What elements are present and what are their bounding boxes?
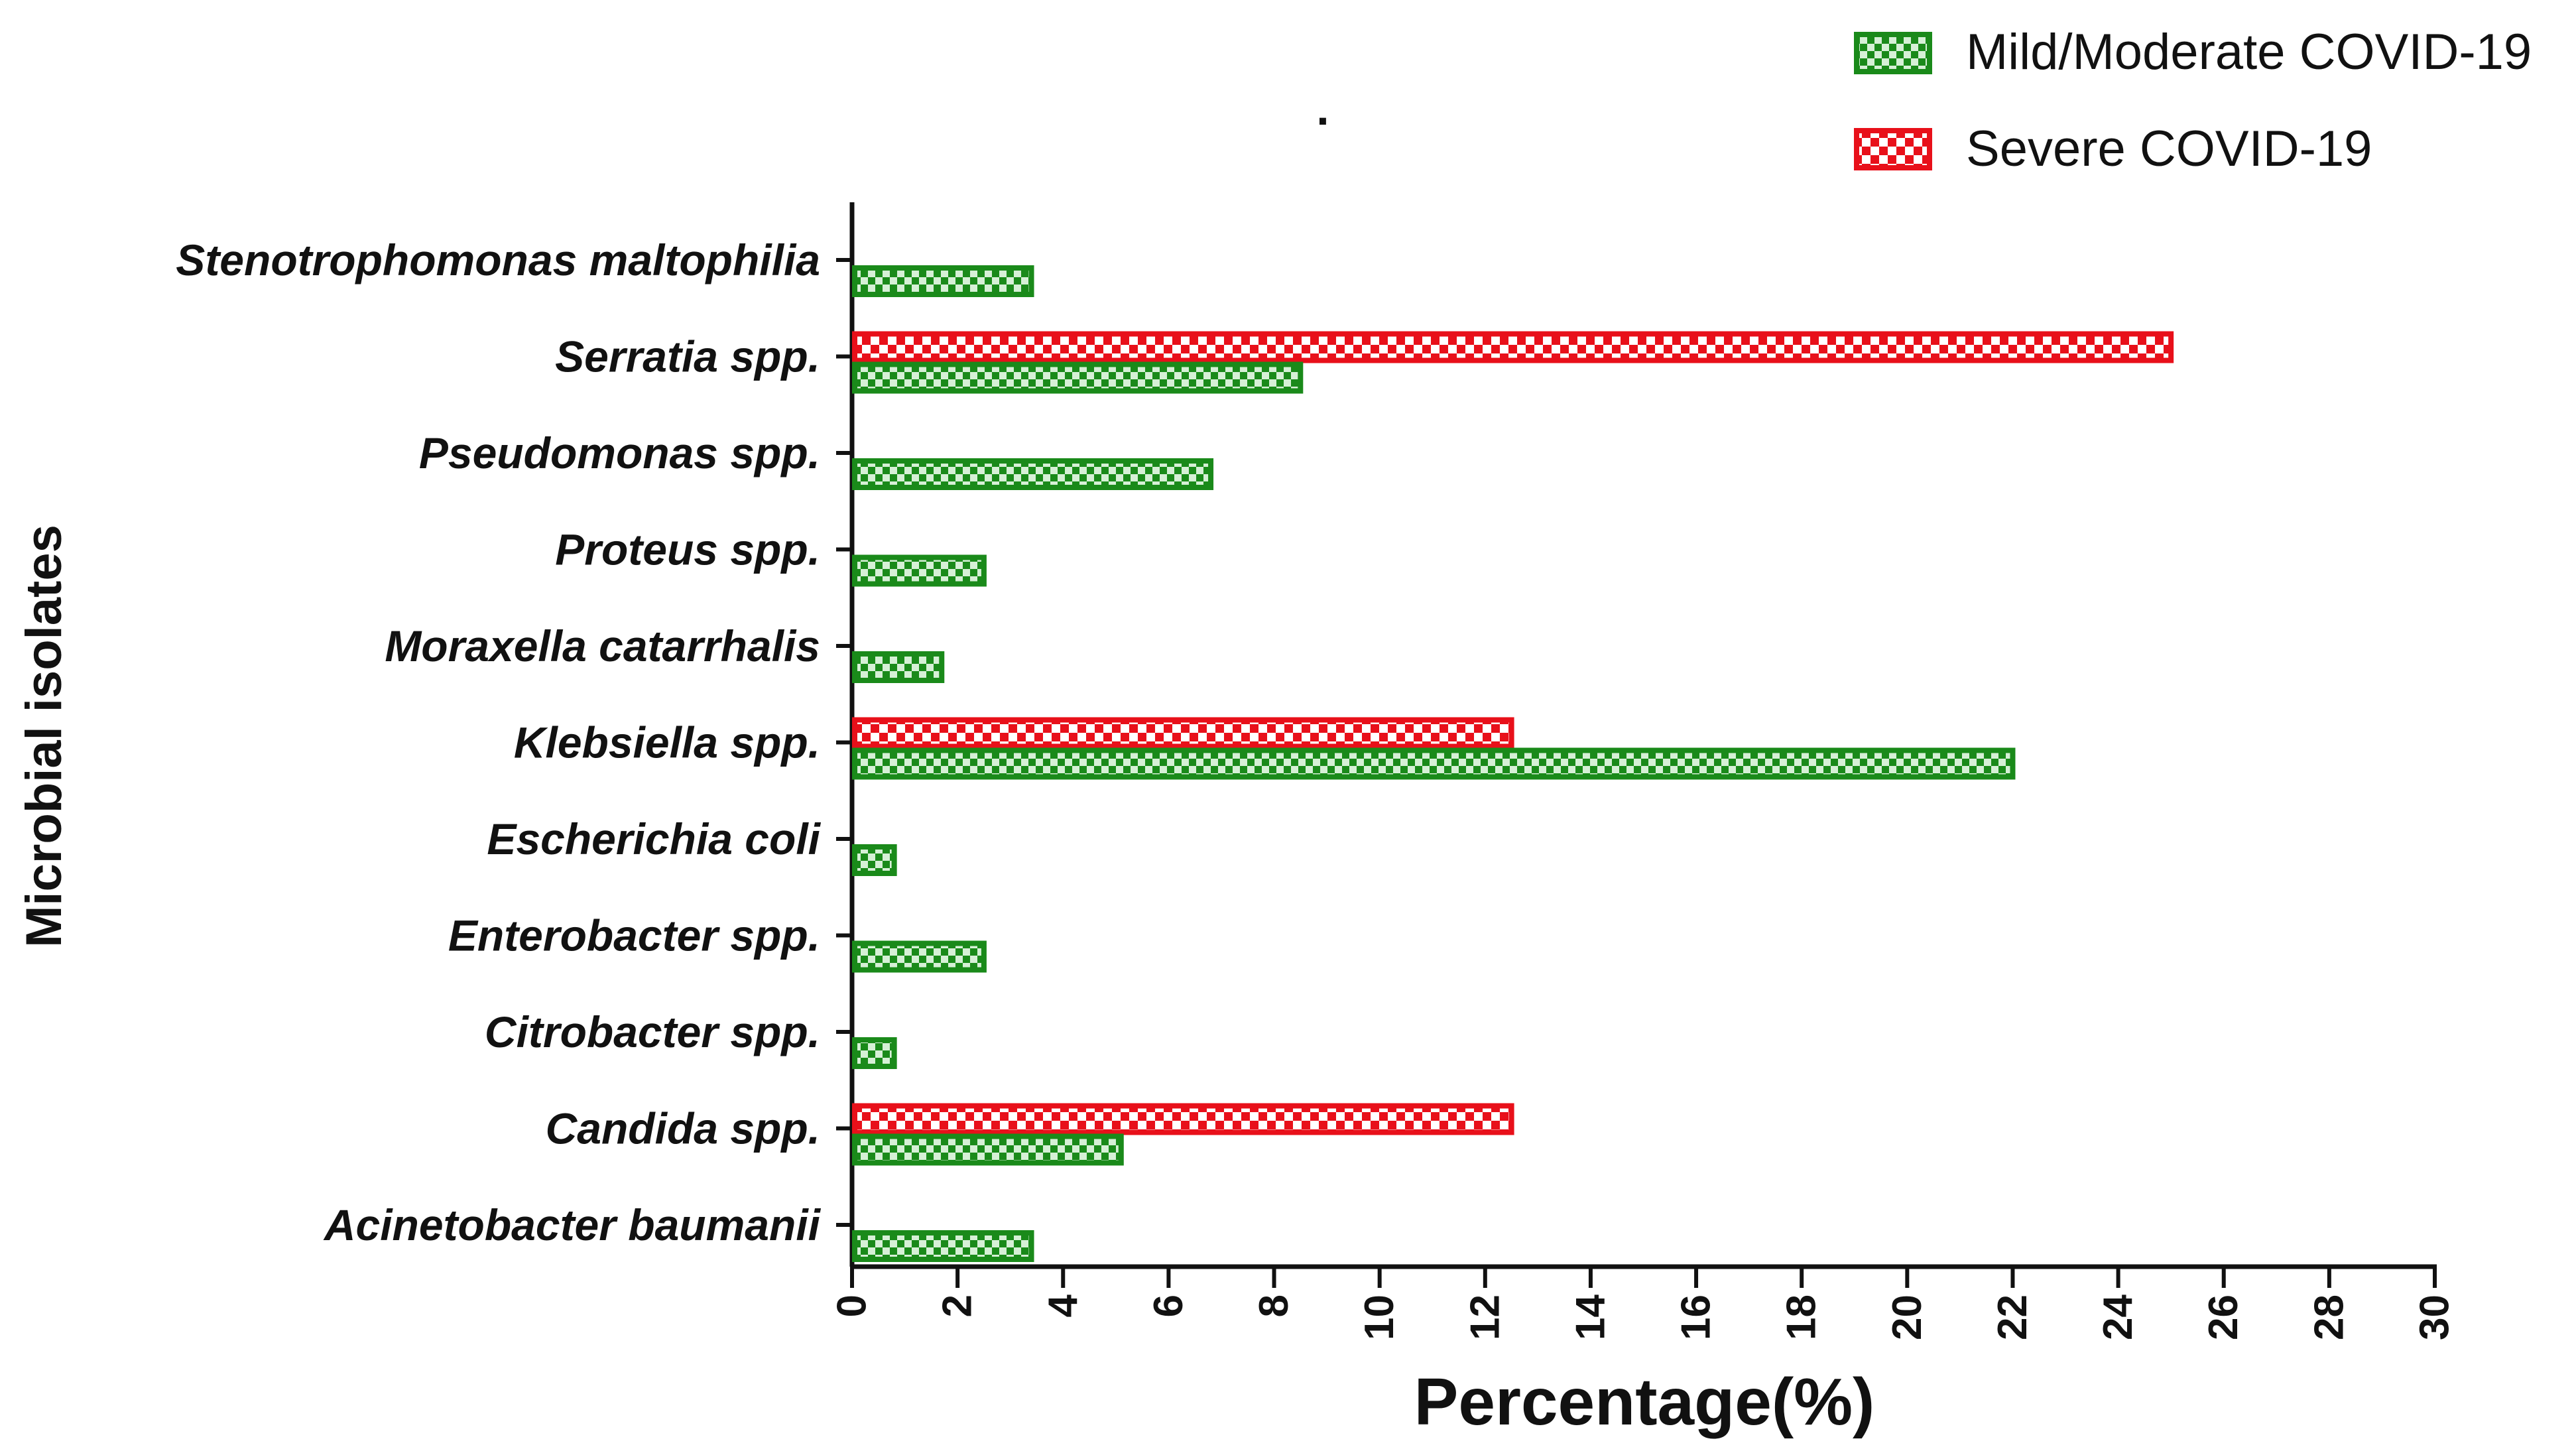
x-tick-label: 20 xyxy=(1884,1295,1930,1340)
chart-title: . xyxy=(1316,83,1329,135)
x-tick-label: 2 xyxy=(935,1295,981,1317)
plot-area: 0 2 4 6 8 10 12 14 16 18 20 22 24 26 28 30Stenotrophomo… xyxy=(176,202,2458,1340)
legend-label-mild: Mild/Moderate COVID-19 xyxy=(1966,24,2532,80)
legend-swatch-mild xyxy=(1854,32,1932,74)
bar-mild xyxy=(852,940,987,973)
x-tick-label: 24 xyxy=(2095,1294,2141,1340)
x-tick-label: 22 xyxy=(1990,1295,2036,1340)
category-label: Acinetobacter baumanii xyxy=(323,1200,822,1249)
legend-label-severe: Severe COVID-19 xyxy=(1966,121,2372,177)
bar-mild xyxy=(852,458,1214,490)
category-label: Escherichia coli xyxy=(487,814,821,863)
x-tick-label: 8 xyxy=(1251,1295,1297,1317)
bar-mild xyxy=(852,1037,897,1069)
x-axis-title: Percentage(%) xyxy=(1414,1365,1875,1439)
bar-mild xyxy=(852,554,987,587)
bar-mild xyxy=(852,265,1034,297)
category-label: Pseudomonas spp. xyxy=(419,428,820,477)
x-tick-label: 6 xyxy=(1146,1295,1192,1317)
category-label: Serratia spp. xyxy=(555,332,820,381)
bar-mild xyxy=(852,1230,1034,1262)
category-label: Klebsiella spp. xyxy=(514,718,820,767)
x-tick-label: 12 xyxy=(1462,1295,1508,1340)
bar-mild xyxy=(852,1133,1124,1166)
category-label: Stenotrophomonas maltophilia xyxy=(176,235,820,285)
legend-swatch-severe xyxy=(1854,128,1932,170)
bar-severe xyxy=(852,331,2174,363)
x-tick-label: 18 xyxy=(1779,1295,1825,1340)
x-tick-label: 10 xyxy=(1357,1295,1402,1340)
x-tick-label: 0 xyxy=(829,1295,875,1317)
category-label: Moraxella catarrhalis xyxy=(385,621,820,670)
category-label: Enterobacter spp. xyxy=(448,911,820,960)
x-tick-label: 28 xyxy=(2306,1295,2352,1340)
legend: Mild/Moderate COVID-19 Severe COVID-19 xyxy=(1854,24,2532,177)
bar-mild xyxy=(852,651,945,683)
bar-mild xyxy=(852,361,1304,394)
x-tick-label: 30 xyxy=(2412,1295,2458,1340)
category-label: Proteus spp. xyxy=(555,525,820,574)
bar-severe xyxy=(852,1103,1514,1135)
x-tick-label: 4 xyxy=(1040,1294,1086,1317)
bar-severe xyxy=(852,717,1514,749)
category-label: Citrobacter spp. xyxy=(485,1007,820,1056)
y-axis-title: Microbial isolates xyxy=(16,525,72,948)
x-tick-label: 26 xyxy=(2201,1295,2246,1340)
bar-mild xyxy=(852,844,897,876)
bar-mild xyxy=(852,747,2016,780)
x-tick-label: 16 xyxy=(1674,1295,1719,1340)
x-tick-label: 14 xyxy=(1567,1294,1613,1340)
category-label: Candida spp. xyxy=(546,1104,820,1153)
